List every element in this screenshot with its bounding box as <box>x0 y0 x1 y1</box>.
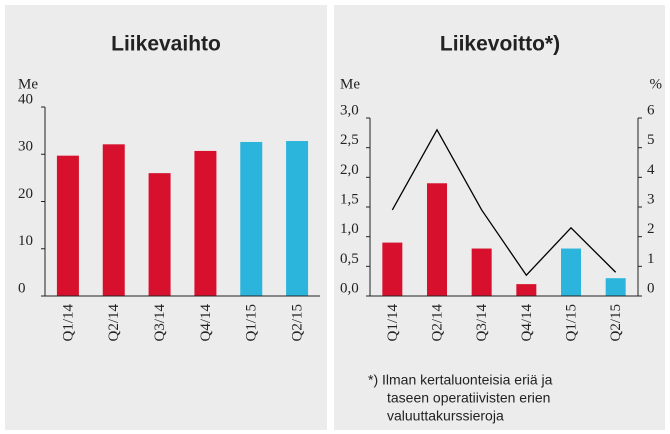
bar <box>148 173 171 296</box>
bar <box>427 183 447 296</box>
y2-tick-label: 5 <box>647 132 655 148</box>
y-tick-label: 2,0 <box>340 162 359 178</box>
y2-axis-label: % <box>650 76 663 92</box>
x-tick-label: Q3/14 <box>474 303 490 341</box>
bar <box>382 242 403 296</box>
bar <box>102 144 125 296</box>
x-tick-label: Q1/15 <box>563 304 579 342</box>
y-tick-label: 40 <box>18 91 33 107</box>
footnote: taseen operatiivisten erien <box>387 390 550 406</box>
y-tick-label: 1,5 <box>340 191 359 207</box>
bar <box>56 155 79 296</box>
bar <box>240 141 263 296</box>
x-tick-label: Q1/14 <box>60 304 76 342</box>
y-tick-label: 30 <box>18 139 33 155</box>
y2-tick-label: 3 <box>647 191 655 207</box>
y-tick-label: 2,5 <box>340 132 359 148</box>
y-tick-label: 0 <box>18 280 26 296</box>
bar <box>605 278 626 296</box>
x-tick-label: Q2/15 <box>290 304 306 342</box>
line <box>391 128 617 277</box>
y-axis-label: Me <box>18 76 38 92</box>
x-tick-label: Q2/14 <box>429 304 445 342</box>
panel <box>334 5 665 430</box>
x-tick-label: Q2/14 <box>106 304 122 342</box>
bar <box>471 248 492 296</box>
bar <box>194 150 217 296</box>
y-tick-label: 10 <box>18 233 33 249</box>
y2-tick-label: 0 <box>647 280 655 296</box>
bar <box>286 141 309 296</box>
y-tick-label: 3,0 <box>340 102 359 118</box>
chart-title: Liikevaihto <box>111 33 221 56</box>
y-tick-label: 0,5 <box>340 251 359 267</box>
x-tick-label: Q3/14 <box>152 304 168 342</box>
footnote: valuuttakurssieroja <box>387 408 504 424</box>
x-tick-label: Q1/14 <box>385 304 401 342</box>
x-tick-label: Q2/15 <box>608 304 624 342</box>
footnote: *) Ilman kertaluonteisia eriä ja <box>368 372 553 388</box>
y2-tick-label: 4 <box>647 162 655 178</box>
y-axis-label: Me <box>340 76 360 92</box>
y-tick-label: 20 <box>18 186 33 202</box>
y2-tick-label: 6 <box>647 102 655 118</box>
y2-tick-label: 1 <box>647 251 655 267</box>
y-tick-label: 0,0 <box>340 280 359 296</box>
x-tick-label: Q1/15 <box>244 304 260 342</box>
bar <box>516 284 537 296</box>
x-tick-label: Q4/14 <box>519 304 535 342</box>
y-tick-label: 1,0 <box>340 221 359 237</box>
y2-tick-label: 2 <box>647 221 655 237</box>
bar <box>561 248 581 296</box>
x-tick-label: Q4/14 <box>198 304 214 342</box>
chart-title: Liikevoitto*) <box>440 33 560 56</box>
